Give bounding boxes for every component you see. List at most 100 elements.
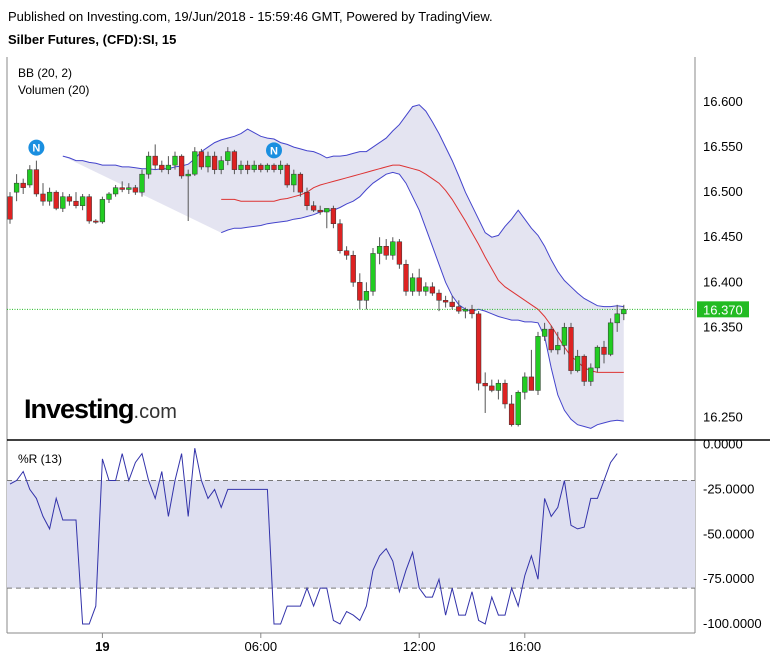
published-caption: Published on Investing.com, 19/Jun/2018 … xyxy=(8,9,493,24)
candle-body xyxy=(119,187,125,190)
candle xyxy=(13,174,20,202)
candle xyxy=(66,193,73,206)
candle xyxy=(528,349,535,391)
candle-body xyxy=(310,205,317,211)
candle-body xyxy=(205,155,211,168)
event-marker: N xyxy=(28,139,45,156)
candle-body xyxy=(198,151,205,168)
price-tick-label: 16.250 xyxy=(703,409,743,424)
event-marker-dot xyxy=(266,142,282,159)
candle-body xyxy=(508,403,515,425)
wr-level-band xyxy=(7,480,695,589)
candle xyxy=(475,311,482,391)
candle xyxy=(436,289,442,312)
candle-body xyxy=(106,193,112,200)
candle xyxy=(522,372,528,400)
candle-body xyxy=(112,187,119,195)
candle-body xyxy=(231,151,238,170)
candle xyxy=(350,250,356,287)
candle xyxy=(383,239,389,260)
bb-lower-line xyxy=(221,171,624,429)
event-marker-dot xyxy=(28,139,45,156)
candle-body xyxy=(93,220,99,223)
candle-body xyxy=(86,196,92,222)
wr-tick-label: -100.0000 xyxy=(703,616,762,631)
last-price-tag xyxy=(697,301,749,318)
candle xyxy=(112,184,119,197)
candle-body xyxy=(489,385,495,391)
candle-body xyxy=(145,155,152,175)
candle-body xyxy=(264,164,271,170)
candle-body xyxy=(383,245,389,256)
candle xyxy=(330,205,337,229)
candle-body xyxy=(192,151,198,175)
candle xyxy=(185,169,191,222)
event-marker-label: N xyxy=(32,143,40,155)
candle xyxy=(33,160,40,197)
candle xyxy=(46,187,53,206)
time-tick-label: 19 xyxy=(95,639,109,654)
candle xyxy=(205,151,211,173)
candle-body xyxy=(614,313,620,324)
candle xyxy=(126,183,132,194)
candle-body xyxy=(535,336,541,391)
bb-basis-line xyxy=(221,164,624,373)
volume-indicator-label[interactable]: Volumen (20) xyxy=(18,83,90,97)
candle xyxy=(297,172,304,197)
candle-body xyxy=(185,173,191,177)
candle xyxy=(20,178,26,194)
bb-indicator-label[interactable]: BB (20, 2) xyxy=(18,66,73,80)
candle-body xyxy=(258,164,264,170)
candle-body xyxy=(218,160,224,170)
candle xyxy=(376,237,383,265)
candle xyxy=(621,304,627,321)
candle-body xyxy=(244,164,251,170)
candle-body xyxy=(79,196,86,206)
candle-body xyxy=(442,300,449,303)
price-tick-label: 16.600 xyxy=(703,94,743,109)
candle xyxy=(588,363,594,386)
wr-tick-label: 0.0000 xyxy=(703,437,743,452)
candle-body xyxy=(165,164,172,170)
candle-body xyxy=(588,367,594,382)
candle xyxy=(574,349,581,373)
candle xyxy=(442,295,449,308)
candle xyxy=(594,345,601,373)
candle-body xyxy=(33,169,40,195)
candle xyxy=(79,193,86,211)
candle-body xyxy=(277,164,284,170)
candle-body xyxy=(449,301,455,307)
candle-body xyxy=(66,196,73,202)
candle-body xyxy=(330,208,337,224)
candle xyxy=(225,147,231,166)
candle xyxy=(277,160,284,175)
candle xyxy=(106,192,112,203)
instrument-title: Silber Futures, (CFD):SI, 15 xyxy=(8,32,177,47)
axes: 16.600 16.550 16.500 16.450 16.400 16.350 16.2… xyxy=(95,94,761,654)
candle xyxy=(416,268,422,296)
candle-body xyxy=(469,309,475,315)
event-marker-label: N xyxy=(270,145,278,157)
candle-body xyxy=(423,286,429,292)
candle-body xyxy=(46,191,53,202)
candle-body xyxy=(172,155,178,166)
candle xyxy=(324,208,330,229)
candle xyxy=(403,259,409,296)
candle-body xyxy=(363,291,370,301)
candle xyxy=(568,322,574,375)
last-price-tag-label: 16.370 xyxy=(703,302,743,317)
candle-body xyxy=(456,306,462,312)
candle-body xyxy=(601,346,607,355)
candle-body xyxy=(396,241,403,265)
williams-r-label[interactable]: %R (13) xyxy=(18,452,63,466)
candle-body xyxy=(357,282,363,301)
candle-body xyxy=(13,182,20,193)
candle-body xyxy=(343,250,350,256)
candle-body xyxy=(482,382,488,387)
candle xyxy=(541,322,548,341)
candle-body xyxy=(574,355,581,371)
candle xyxy=(482,372,488,413)
time-tick-label: 06:00 xyxy=(245,639,278,654)
candle xyxy=(555,331,561,355)
